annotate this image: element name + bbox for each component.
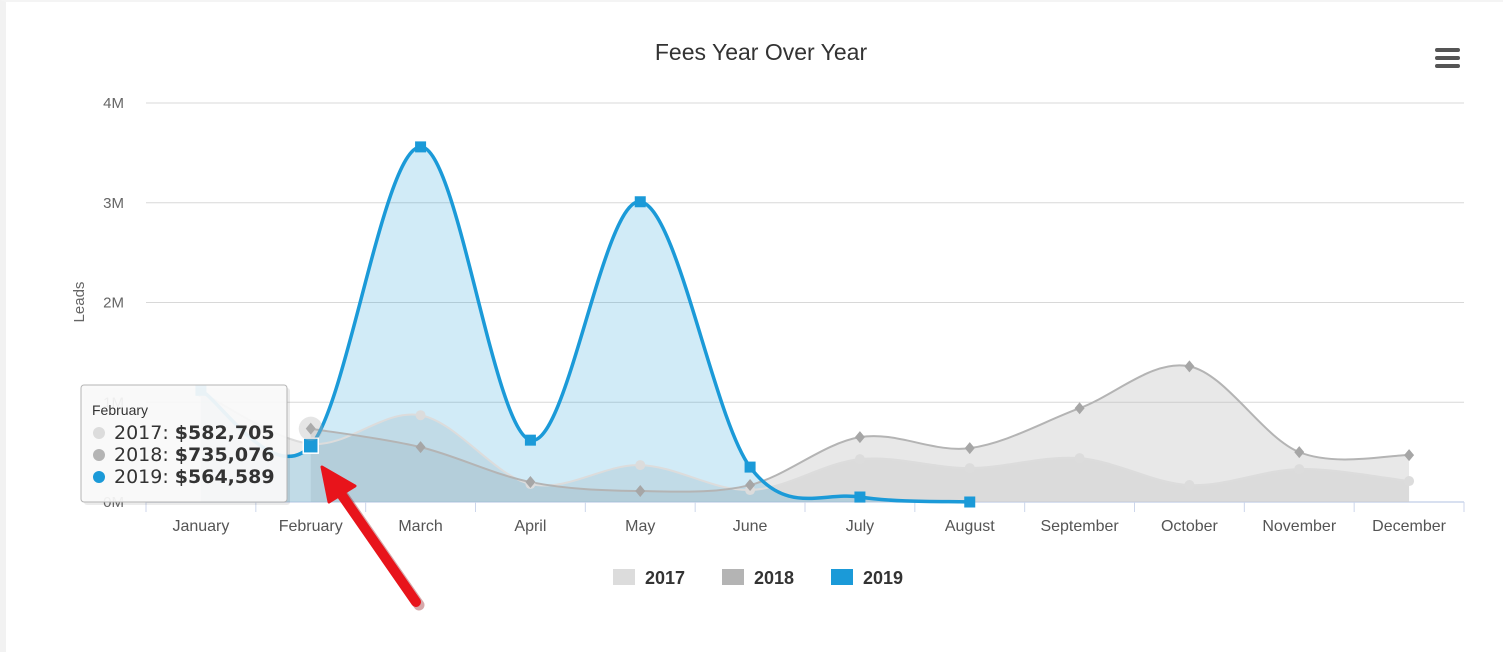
legend-item-2018[interactable]: 2018: [722, 568, 794, 588]
point-2017: [854, 454, 865, 465]
tooltip-dot: [93, 471, 105, 483]
y-tick-label: 1M: [103, 394, 124, 411]
x-tick-label: January: [172, 518, 229, 535]
x-tick-label: April: [514, 518, 546, 535]
hamburger-menu-icon[interactable]: [1428, 40, 1466, 76]
hover-halo: [298, 416, 323, 441]
x-tick-label: May: [625, 518, 655, 535]
point-2019: [302, 437, 319, 454]
point-2018: [1074, 402, 1085, 415]
area-2018: [310, 365, 1410, 502]
point-2017: [1294, 464, 1305, 475]
legend-item-2017[interactable]: 2017: [613, 568, 685, 588]
point-2017: [1184, 480, 1195, 491]
tooltip-dot: [93, 449, 105, 461]
tooltip-series: 2018:: [114, 444, 175, 466]
y-tick-label: 0M: [103, 494, 124, 511]
series-markers: [195, 141, 1415, 508]
legend-label: 2018: [754, 568, 794, 588]
chart-svg: 0M 1M 2M 3M 4M January February March April May Ju…: [71, 39, 1466, 611]
x-tick-label: June: [733, 518, 768, 535]
grid: [146, 102, 1464, 403]
y-tick-label: 3M: [103, 195, 124, 212]
legend-swatch: [613, 569, 635, 585]
point-2018: [525, 476, 536, 489]
point-2018: [1184, 360, 1195, 373]
point-2017: [964, 463, 975, 474]
tooltip-series: 2019:: [114, 466, 175, 488]
point-2017: [1074, 453, 1085, 464]
y-tick-label: 2M: [103, 295, 124, 312]
x-tick-label: February: [279, 518, 343, 535]
x-tick-label: March: [398, 518, 442, 535]
legend-label: 2019: [863, 568, 903, 588]
legend-swatch: [722, 569, 744, 585]
point-2019: [195, 384, 207, 396]
x-tick-label: December: [1372, 518, 1446, 535]
legend-label: 2017: [645, 568, 685, 588]
point-2018: [305, 422, 316, 435]
point-2017: [415, 410, 426, 421]
point-2019: [964, 496, 976, 508]
point-2019: [634, 196, 646, 208]
x-tick-label: October: [1161, 518, 1219, 535]
point-2019: [524, 434, 536, 446]
tooltip-dot: [93, 427, 105, 439]
x-tick-label: July: [846, 518, 874, 535]
chart-title: Fees Year Over Year: [655, 39, 868, 65]
legend: 2017 2018 2019: [613, 568, 903, 588]
point-2017: [1404, 476, 1415, 487]
series-areas: [200, 146, 1410, 503]
y-axis-label: Leads: [71, 282, 88, 323]
point-2019: [744, 461, 756, 473]
point-2018: [1404, 449, 1415, 462]
x-tick-label: September: [1040, 518, 1119, 535]
line-2017: [200, 391, 1410, 492]
y-tick-label: 4M: [103, 95, 124, 112]
point-2019: [854, 491, 866, 503]
line-2019: [199, 145, 970, 504]
point-2019: [415, 141, 427, 153]
point-2018: [415, 441, 426, 454]
point-2018: [964, 442, 975, 455]
x-tick-label: November: [1262, 518, 1336, 535]
legend-item-2019[interactable]: 2019: [831, 568, 903, 588]
tooltip-series: 2017:: [114, 422, 175, 444]
legend-swatch: [831, 569, 853, 585]
red-arrow-annotation: [320, 465, 425, 611]
x-tick-label: August: [945, 518, 995, 535]
point-2018: [1294, 446, 1305, 459]
point-2018: [635, 485, 646, 498]
point-2018: [745, 479, 756, 492]
point-2018: [854, 431, 865, 444]
point-2017: [635, 460, 646, 471]
